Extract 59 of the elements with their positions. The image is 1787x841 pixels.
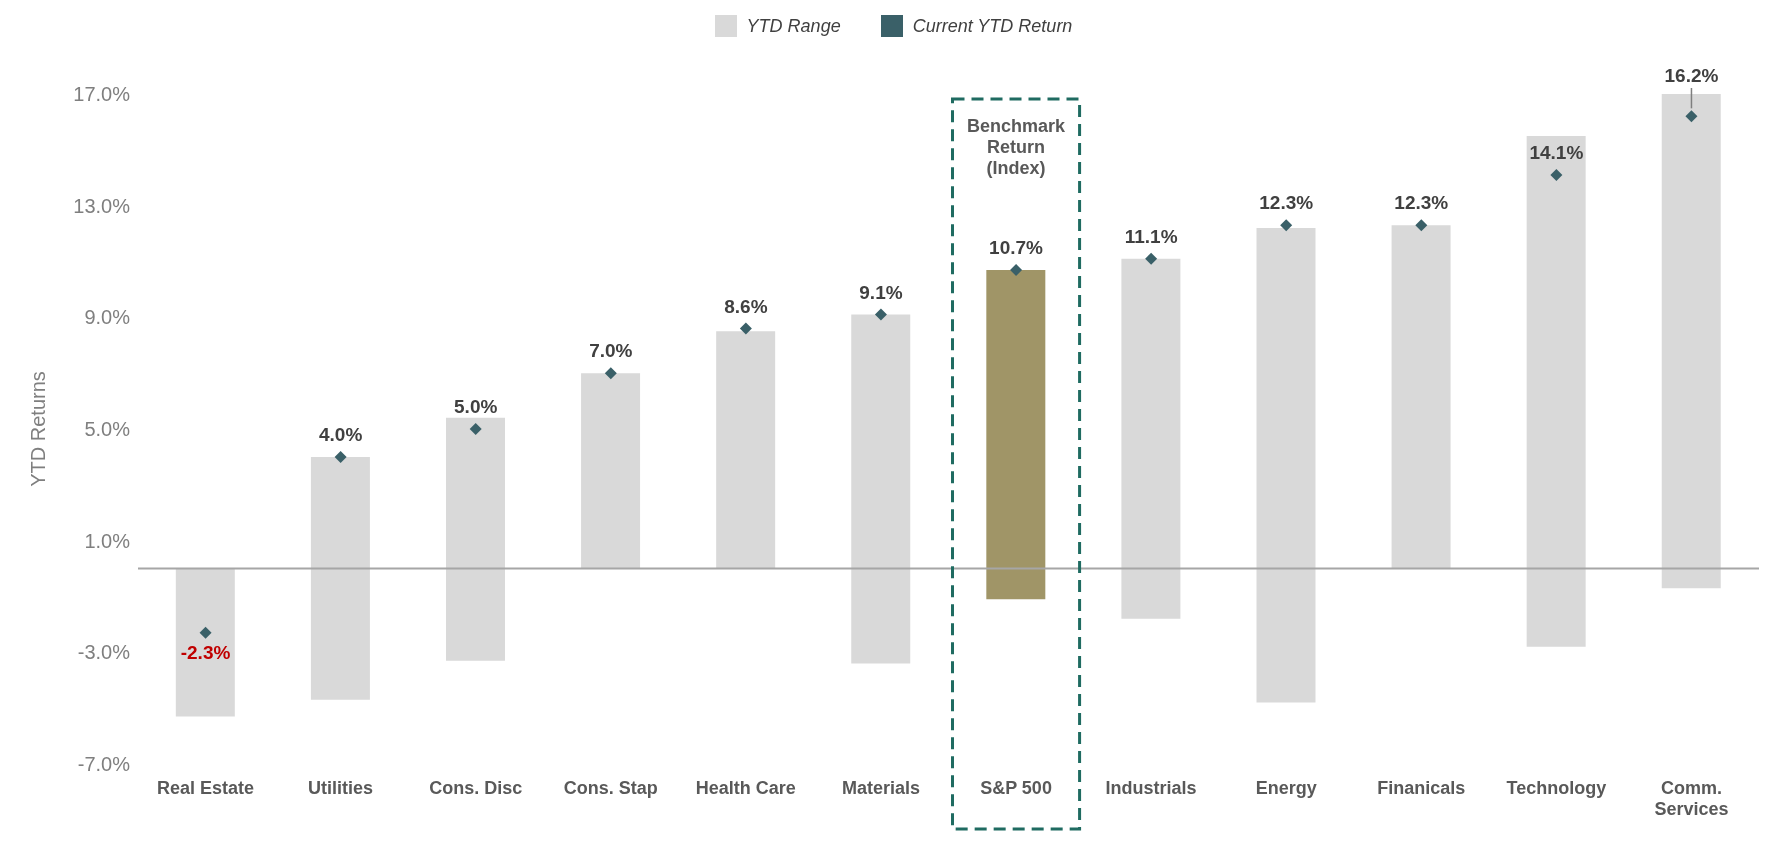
bar	[310, 456, 370, 700]
data-label: 11.1%	[1124, 225, 1178, 247]
data-label: 9.1%	[859, 281, 903, 303]
bar	[1661, 94, 1721, 589]
point	[604, 367, 617, 380]
y-tick-label: 9.0%	[84, 306, 131, 329]
bar	[851, 314, 911, 664]
bar	[1526, 135, 1586, 647]
x-tick-label: Utilities	[308, 778, 374, 799]
x-tick-label: Cons. Stap	[563, 778, 658, 799]
point	[1010, 263, 1023, 276]
x-tick-label: Cons. Disc	[429, 778, 523, 799]
point	[1685, 110, 1698, 123]
bar	[716, 331, 776, 569]
data-label: 12.3%	[1394, 192, 1449, 214]
y-tick-label: 1.0%	[84, 529, 131, 552]
y-tick-label: -3.0%	[77, 641, 131, 664]
point	[1280, 219, 1293, 232]
x-tick-label: Technology	[1506, 778, 1607, 799]
x-tick-label: Industrials	[1105, 778, 1197, 799]
x-tick-label: Energy	[1255, 778, 1317, 799]
annotation: Benchmark Return (Index)	[967, 116, 1067, 178]
point	[739, 322, 752, 335]
data-label: 5.0%	[454, 396, 498, 417]
bar	[1256, 228, 1316, 703]
data-label: 8.6%	[724, 295, 768, 317]
data-label: -2.3%	[180, 641, 231, 663]
y-axis-title: YTD Returns	[27, 371, 50, 487]
y-tick-label: 5.0%	[84, 418, 131, 441]
bar	[986, 269, 1046, 600]
data-label: 7.0%	[589, 340, 633, 362]
point	[469, 423, 482, 435]
data-label: 14.1%	[1529, 141, 1584, 163]
bar	[175, 568, 235, 717]
point	[199, 626, 212, 639]
legend-label: Current YTD Return	[912, 15, 1073, 37]
point	[1145, 252, 1158, 265]
x-tick-label: Materials	[841, 778, 920, 799]
data-label: 4.0%	[318, 423, 363, 445]
point	[874, 308, 887, 321]
point	[1415, 219, 1428, 232]
data-label: 10.7%	[989, 236, 1044, 258]
bar	[445, 417, 505, 661]
x-tick-label: Health Care	[695, 778, 796, 799]
data-label: 16.2%	[1664, 65, 1719, 86]
x-tick-label: Real Estate	[157, 778, 255, 799]
bar	[581, 373, 641, 569]
y-tick-label: 13.0%	[73, 194, 131, 217]
bar	[1391, 225, 1451, 569]
bar	[1121, 258, 1181, 619]
data-label: 12.3%	[1259, 192, 1314, 214]
point	[1550, 168, 1563, 181]
point	[334, 450, 347, 463]
x-tick-label: S&P 500	[980, 778, 1052, 799]
legend-label: YTD Range	[746, 15, 841, 37]
y-tick-label: -7.0%	[77, 753, 131, 776]
x-tick-label: Finanicals	[1377, 778, 1466, 799]
y-tick-label: 17.0%	[73, 83, 131, 106]
x-tick-label: Comm. Services	[1654, 778, 1729, 820]
